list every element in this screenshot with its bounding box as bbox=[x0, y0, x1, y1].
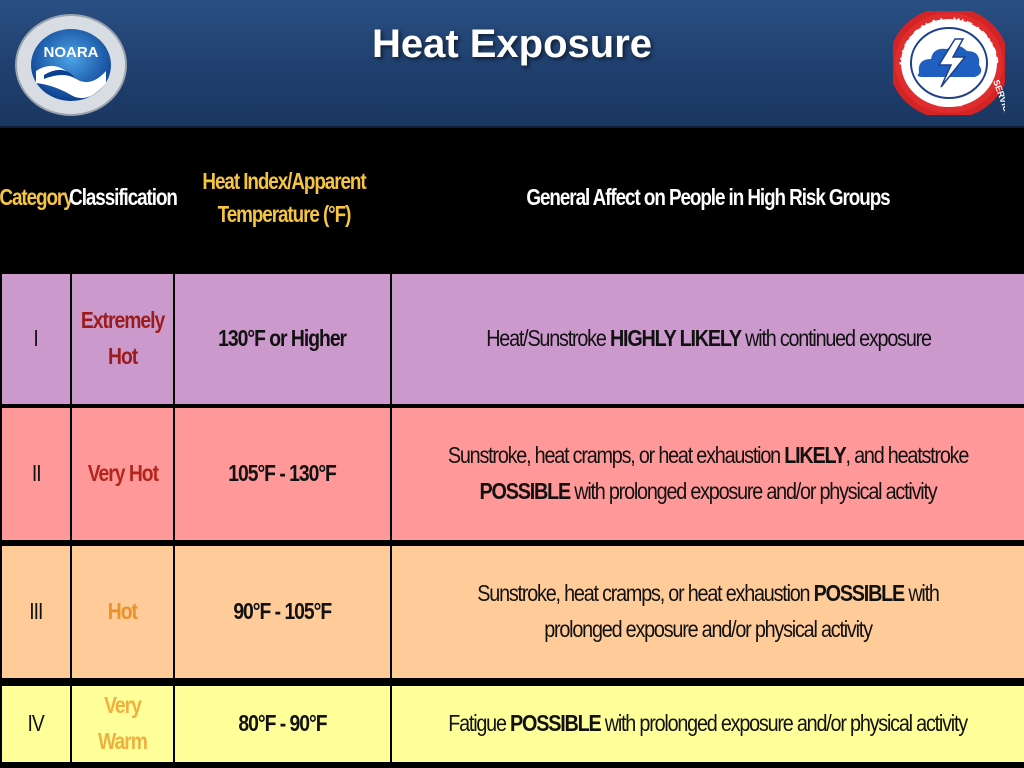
category-value: I bbox=[33, 325, 39, 352]
category-value: IV bbox=[27, 710, 45, 737]
classification-line1: Very Hot bbox=[87, 460, 158, 487]
table-row: III Hot 90°F - 105°F Sunstroke, heat cramps… bbox=[0, 546, 1024, 678]
effect-text: Fatigue bbox=[448, 710, 511, 737]
header-heat-index-line2: Temperature (°F) bbox=[217, 201, 352, 227]
classification-value: Extremely Hot bbox=[80, 303, 165, 374]
effect-emphasis: POSSIBLE bbox=[510, 710, 602, 737]
temperature-value: 130°F or Higher bbox=[218, 325, 348, 352]
classification-cell: Very Hot bbox=[72, 408, 173, 540]
effect-cell: Sunstroke, heat cramps, or heat exhausti… bbox=[392, 408, 1024, 540]
page-title: Heat Exposure bbox=[371, 22, 653, 66]
effect-text: with continued exposure bbox=[740, 325, 932, 352]
category-cell: IV bbox=[2, 686, 70, 762]
nws-logo-icon: NATIONAL WEATHER SERVICE ★ ★ ★ bbox=[889, 7, 1014, 119]
classification-value: Hot bbox=[107, 594, 138, 630]
category-cell: I bbox=[2, 274, 70, 404]
header-classification: Classification bbox=[69, 184, 178, 211]
effect-text: Sunstroke, heat cramps, or heat exhausti… bbox=[447, 442, 785, 469]
effect-emphasis: HIGHLY LIKELY bbox=[609, 325, 741, 352]
slide-header: NOARA Heat Exposure NATIONAL WEATHER SER… bbox=[0, 0, 1024, 128]
classification-cell: Extremely Hot bbox=[72, 274, 173, 404]
classification-line2: Hot bbox=[107, 343, 138, 369]
category-cell: II bbox=[2, 408, 70, 540]
classification-line1: Extremely bbox=[80, 307, 165, 334]
table-row: IV Very Warm 80°F - 90°F Fatigue POSSIBLE w… bbox=[0, 686, 1024, 762]
nws-logo: NATIONAL WEATHER SERVICE ★ ★ ★ bbox=[889, 7, 1014, 119]
effect-text: with prolonged exposure and/or physical … bbox=[569, 478, 937, 504]
temperature-value: 90°F - 105°F bbox=[233, 598, 333, 625]
effect-value: Sunstroke, heat cramps, or heat exhausti… bbox=[445, 576, 971, 647]
temperature-value: 105°F - 130°F bbox=[228, 460, 338, 487]
effect-value: Fatigue POSSIBLE with prolonged exposure… bbox=[448, 706, 969, 742]
effect-emphasis: POSSIBLE bbox=[479, 478, 572, 504]
temperature-cell: 80°F - 90°F bbox=[175, 686, 390, 762]
svg-text:NOARA: NOARA bbox=[44, 44, 99, 61]
temperature-value: 80°F - 90°F bbox=[238, 710, 327, 737]
header-effect: General Affect on People in High Risk Gr… bbox=[526, 184, 890, 211]
header-heat-index: Heat Index/Apparent Temperature (°F) bbox=[195, 128, 372, 268]
temperature-cell: 105°F - 130°F bbox=[175, 408, 390, 540]
svg-text:★ ★ ★: ★ ★ ★ bbox=[937, 100, 964, 109]
header-category: Category bbox=[0, 184, 74, 211]
classification-value: Very Warm bbox=[80, 688, 165, 759]
table-row: I Extremely Hot 130°F or Higher Heat/Sunstro… bbox=[0, 274, 1024, 404]
temperature-cell: 90°F - 105°F bbox=[175, 546, 390, 678]
classification-line1: Hot bbox=[107, 598, 138, 625]
temperature-cell: 130°F or Higher bbox=[175, 274, 390, 404]
classification-value: Very Hot bbox=[87, 456, 158, 492]
classification-cell: Hot bbox=[72, 546, 173, 678]
noaa-logo: NOARA bbox=[14, 13, 128, 117]
heat-exposure-table: Category Classification Heat Index/Appar… bbox=[0, 128, 1024, 768]
effect-value: Sunstroke, heat cramps, or heat exhausti… bbox=[445, 438, 971, 509]
table-row: II Very Hot 105°F - 130°F Sunstroke, heat c… bbox=[0, 408, 1024, 540]
noaa-logo-icon: NOARA bbox=[15, 14, 127, 116]
classification-cell: Very Warm bbox=[72, 686, 173, 762]
classification-line1: Very Warm bbox=[98, 692, 148, 754]
category-cell: III bbox=[2, 546, 70, 678]
effect-value: Heat/Sunstroke HIGHLY LIKELY with contin… bbox=[485, 321, 932, 357]
effect-emphasis: POSSIBLE bbox=[813, 580, 906, 607]
effect-text: Sunstroke, heat cramps, or heat exhausti… bbox=[477, 580, 814, 607]
effect-text: with prolonged exposure and/or physical … bbox=[544, 580, 940, 642]
effect-text: , and heatstroke bbox=[845, 442, 970, 469]
effect-cell: Fatigue POSSIBLE with prolonged exposure… bbox=[392, 686, 1024, 762]
effect-text: Heat/Sunstroke bbox=[485, 325, 610, 352]
header-heat-index-line1: Heat Index/Apparent bbox=[202, 167, 366, 194]
effect-text: with prolonged exposure and/or physical … bbox=[600, 710, 968, 737]
effect-emphasis: LIKELY bbox=[784, 442, 847, 469]
category-value: II bbox=[31, 460, 42, 487]
category-value: III bbox=[29, 598, 43, 625]
effect-cell: Sunstroke, heat cramps, or heat exhausti… bbox=[392, 546, 1024, 678]
effect-cell: Heat/Sunstroke HIGHLY LIKELY with contin… bbox=[392, 274, 1024, 404]
